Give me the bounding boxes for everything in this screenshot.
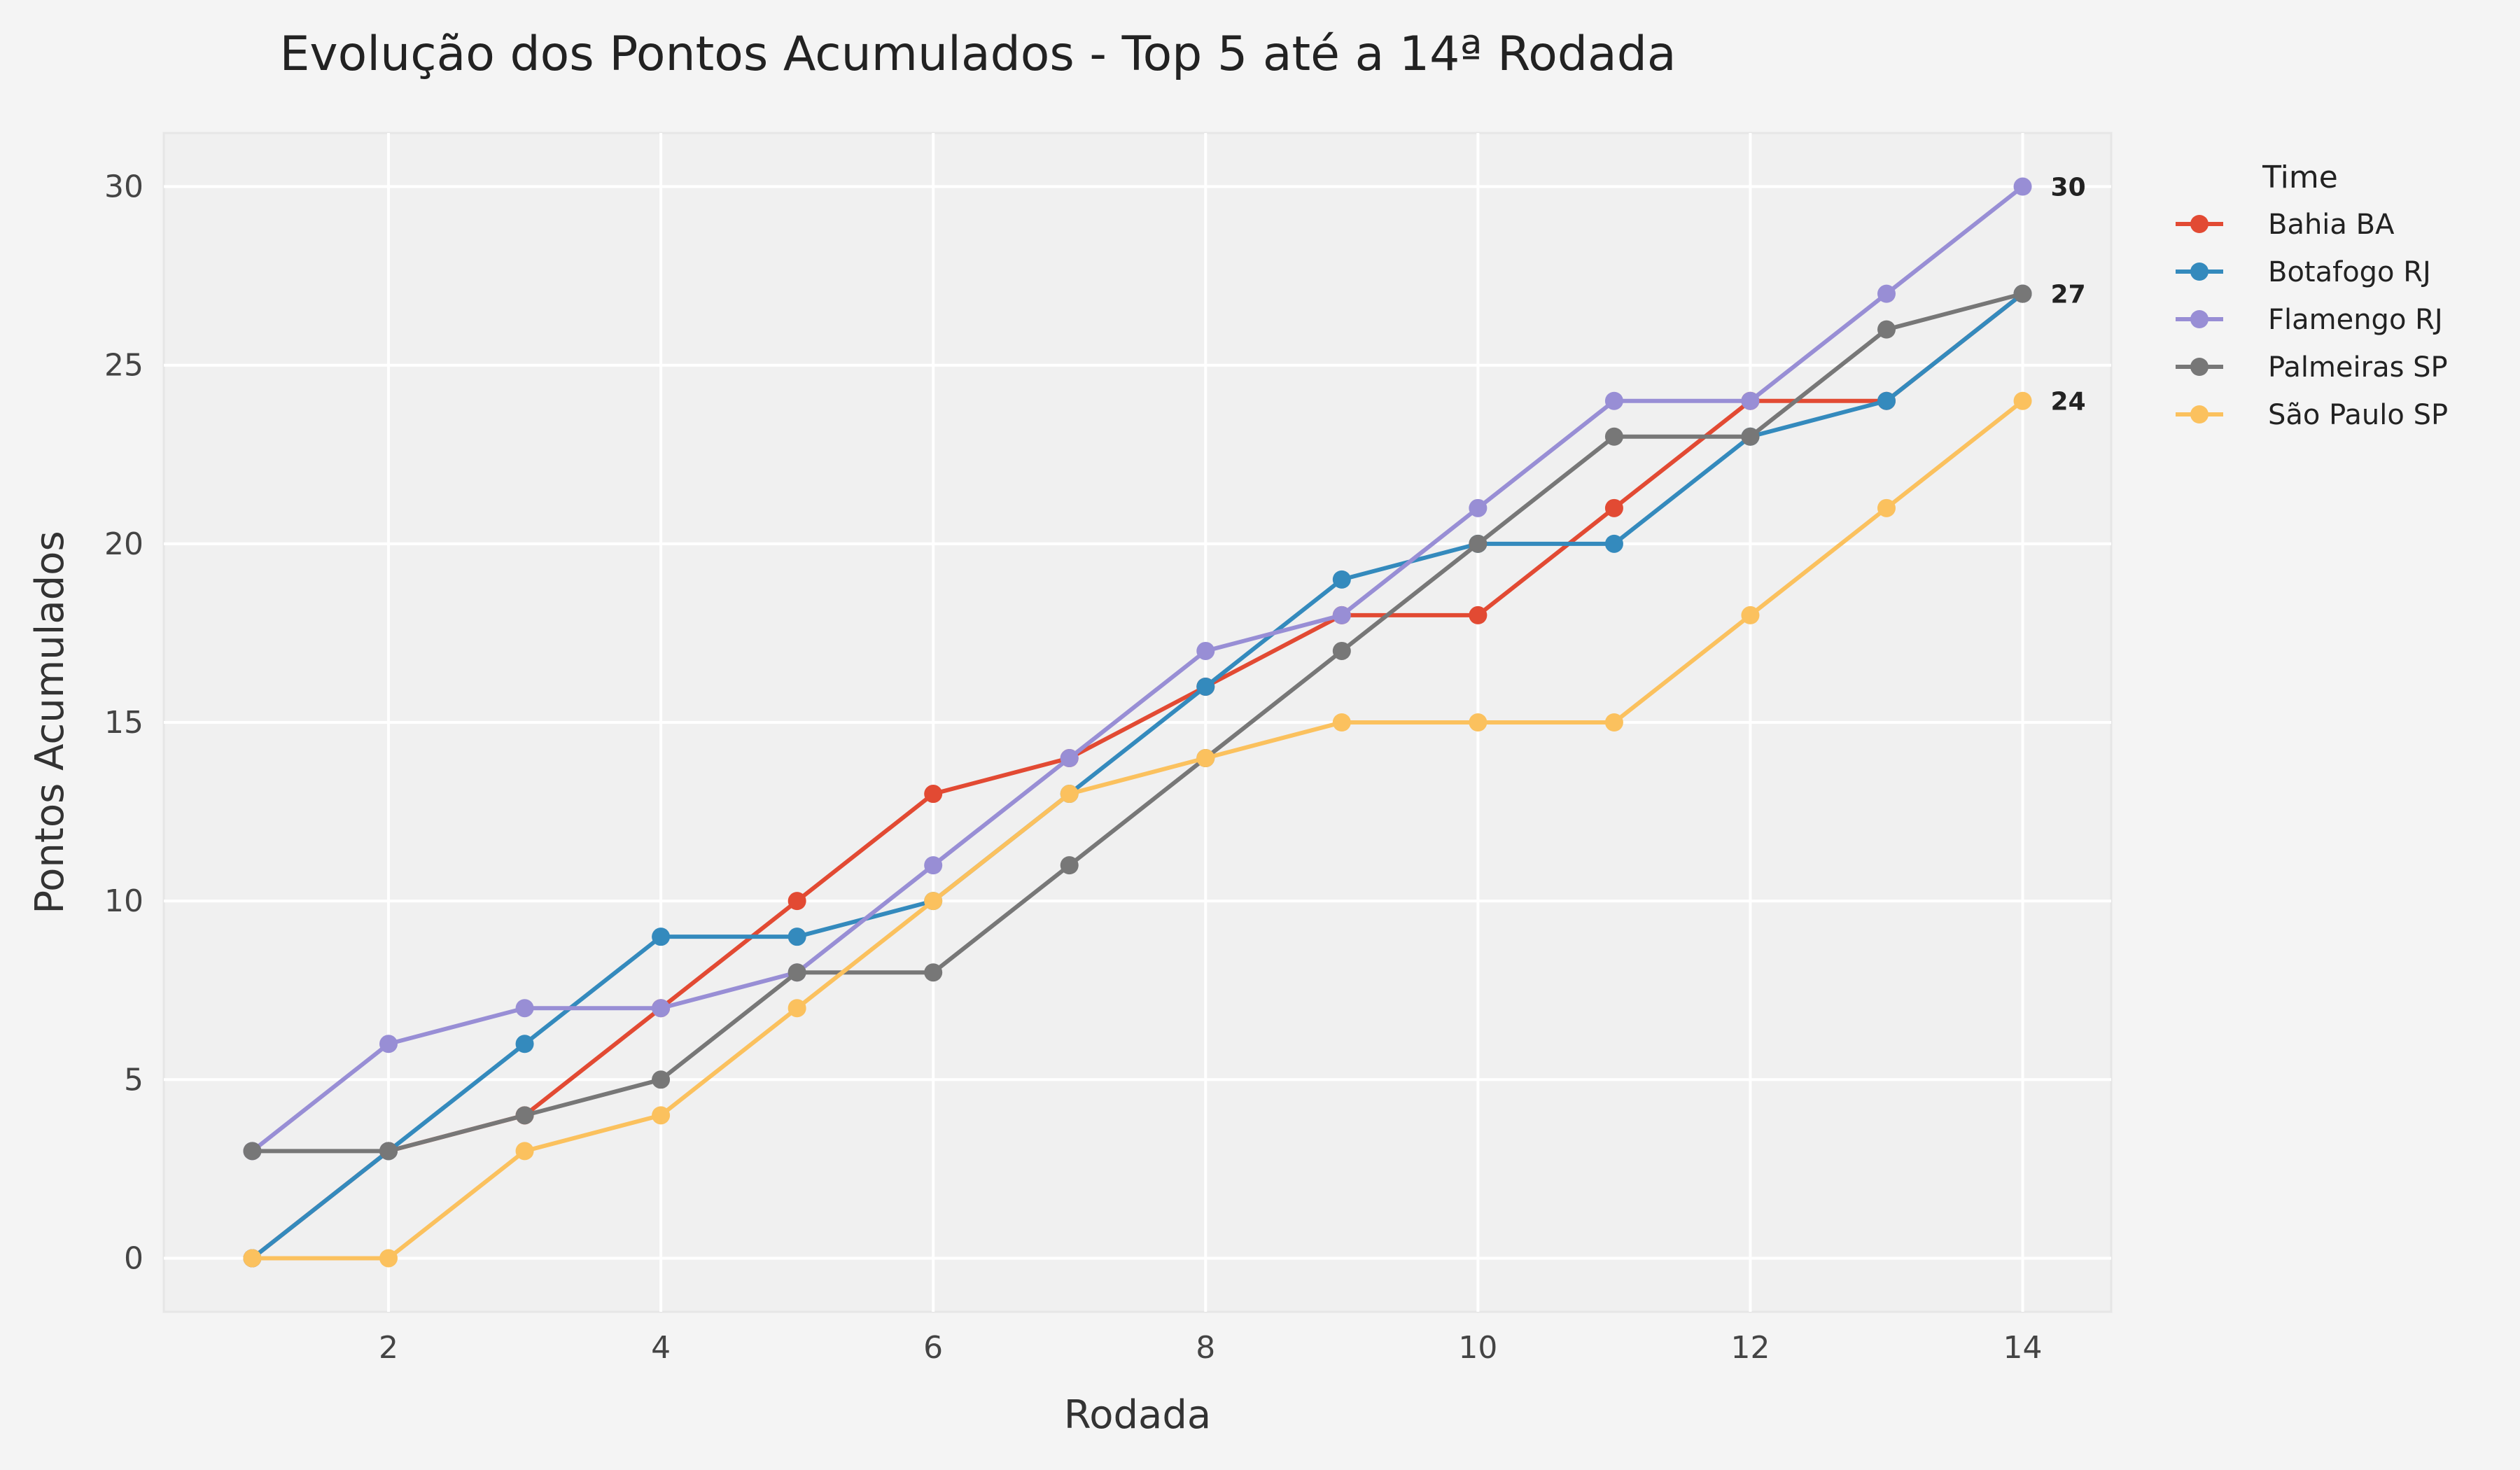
data-point	[1604, 427, 1623, 446]
data-point	[1877, 391, 1896, 410]
series-line	[251, 292, 2024, 1260]
legend-title: Time	[2262, 160, 2338, 195]
x-tick-label: 12	[1730, 1330, 1770, 1366]
data-point	[1469, 498, 1488, 517]
legend-label: Flamengo RJ	[2268, 304, 2443, 336]
data-point	[652, 1070, 671, 1089]
data-point	[652, 999, 671, 1018]
x-tick-label: 14	[2003, 1330, 2043, 1366]
y-tick-label: 30	[104, 169, 144, 205]
data-point	[1469, 713, 1488, 732]
data-point	[1060, 785, 1079, 804]
legend-swatch-marker	[2190, 358, 2208, 376]
data-point	[1604, 391, 1623, 410]
data-point	[1604, 498, 1623, 517]
data-point	[924, 892, 943, 911]
data-point	[515, 1035, 534, 1054]
legend: Time Bahia BA Botafogo RJ Flamengo RJ Palme…	[2176, 160, 2448, 431]
data-point	[788, 999, 806, 1018]
data-point	[515, 999, 534, 1018]
data-point	[924, 785, 943, 804]
data-point	[243, 1142, 262, 1161]
data-point	[1741, 391, 1760, 410]
data-point	[652, 1106, 671, 1125]
legend-swatch-marker	[2190, 405, 2208, 424]
data-point	[1196, 677, 1215, 696]
data-point	[1469, 606, 1488, 624]
x-tick-label: 10	[1458, 1330, 1497, 1366]
y-tick-label: 25	[104, 348, 144, 384]
data-point	[1877, 498, 1896, 517]
legend-swatch-marker	[2190, 262, 2208, 281]
y-tick-label: 20	[104, 526, 144, 562]
legend-item: Flamengo RJ	[2176, 304, 2443, 336]
y-tick-label: 5	[124, 1062, 144, 1098]
end-value-label: 30	[2051, 174, 2086, 202]
legend-swatch-marker	[2190, 215, 2208, 233]
data-point	[243, 1249, 262, 1268]
data-point	[1332, 641, 1351, 660]
data-point	[1741, 606, 1760, 624]
series-group	[243, 177, 2032, 1268]
data-point	[379, 1142, 398, 1161]
data-point	[788, 892, 806, 911]
data-point	[1196, 641, 1215, 660]
data-point	[379, 1249, 398, 1268]
data-point	[1196, 749, 1215, 768]
x-tick-label: 2	[379, 1330, 398, 1366]
data-point	[924, 856, 943, 875]
legend-item: Botafogo RJ	[2176, 256, 2431, 288]
x-tick-label: 6	[923, 1330, 943, 1366]
data-point	[1877, 284, 1896, 303]
data-point	[1060, 749, 1079, 768]
data-point	[515, 1106, 534, 1125]
y-tick-label: 10	[104, 883, 144, 919]
legend-item: Bahia BA	[2176, 209, 2395, 241]
data-point	[1604, 713, 1623, 732]
legend-item: Palmeiras SP	[2176, 351, 2448, 384]
grid	[164, 133, 2111, 1312]
data-point	[788, 927, 806, 946]
series-4	[243, 391, 2032, 1268]
x-tick-labels: 2 4 6 8 10 12 14	[379, 1330, 2043, 1366]
data-point	[2013, 391, 2032, 410]
y-tick-label: 15	[104, 705, 144, 741]
x-axis-label: Rodada	[1064, 1392, 1211, 1438]
end-labels: 30 27 24	[2051, 174, 2086, 416]
data-point	[1332, 606, 1351, 624]
data-point	[788, 963, 806, 982]
end-value-label: 27	[2051, 281, 2086, 309]
data-point	[1741, 427, 1760, 446]
legend-label: Palmeiras SP	[2268, 351, 2448, 384]
end-value-label: 24	[2051, 388, 2086, 416]
legend-label: São Paulo SP	[2268, 399, 2448, 431]
x-tick-label: 4	[651, 1330, 671, 1366]
chart-title: Evolução dos Pontos Acumulados - Top 5 a…	[279, 27, 1676, 82]
y-axis-label: Pontos Acumulados	[27, 531, 73, 913]
data-point	[1469, 534, 1488, 553]
data-point	[1332, 570, 1351, 589]
data-point	[1332, 713, 1351, 732]
series-line	[252, 399, 2024, 1261]
data-point	[379, 1035, 398, 1054]
data-point	[1604, 534, 1623, 553]
y-tick-label: 0	[124, 1240, 144, 1276]
legend-item: São Paulo SP	[2176, 399, 2448, 431]
legend-label: Bahia BA	[2268, 209, 2395, 241]
series-line	[252, 291, 2024, 1154]
data-point	[1877, 320, 1896, 339]
legend-swatch-marker	[2190, 310, 2208, 328]
series-line	[251, 185, 2024, 1153]
data-point	[1060, 856, 1079, 875]
data-point	[2013, 284, 2032, 303]
data-point	[515, 1142, 534, 1161]
series-line	[251, 292, 2024, 1260]
x-tick-label: 8	[1196, 1330, 1215, 1366]
y-tick-labels: 0 5 10 15 20 25 30	[104, 169, 144, 1277]
legend-label: Botafogo RJ	[2268, 256, 2431, 288]
data-point	[924, 963, 943, 982]
data-point	[2013, 177, 2032, 196]
data-point	[652, 927, 671, 946]
